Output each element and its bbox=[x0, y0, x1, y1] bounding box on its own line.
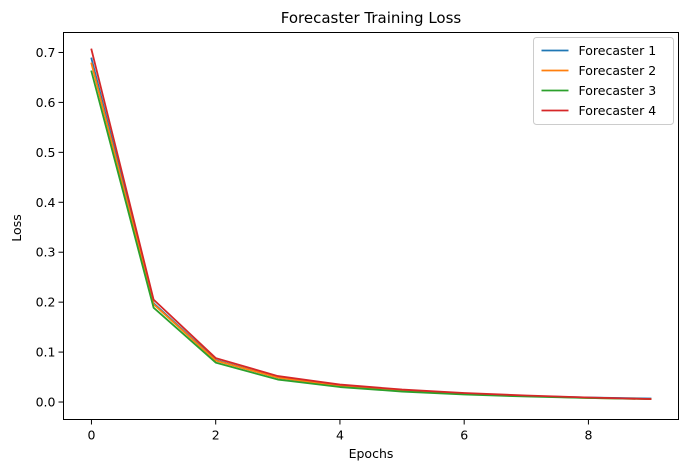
y-tick-label: 0.2 bbox=[36, 295, 56, 310]
legend-box bbox=[533, 37, 674, 125]
x-tick-label: 6 bbox=[460, 428, 468, 443]
legend-label: Forecaster 2 bbox=[579, 63, 657, 78]
y-tick-label: 0.7 bbox=[36, 45, 56, 60]
y-tick-label: 0.5 bbox=[36, 145, 56, 160]
series-group bbox=[90, 48, 652, 400]
y-tick-label: 0.0 bbox=[36, 395, 56, 410]
x-tick-label: 0 bbox=[87, 428, 95, 443]
x-tick-label: 4 bbox=[336, 428, 344, 443]
y-axis-label: Loss bbox=[9, 214, 24, 241]
legend-label: Forecaster 4 bbox=[579, 103, 657, 118]
series-line-forecaster-4 bbox=[90, 48, 652, 400]
x-tick-label: 2 bbox=[212, 428, 220, 443]
y-tick-label: 0.1 bbox=[36, 345, 56, 360]
legend: Forecaster 1 Forecaster 2 Forecaster 3 Fore… bbox=[533, 37, 674, 125]
legend-label: Forecaster 3 bbox=[579, 83, 657, 98]
legend-label: Forecaster 1 bbox=[579, 43, 657, 58]
plot-frame bbox=[63, 32, 679, 420]
x-axis-label: Epochs bbox=[349, 446, 394, 461]
y-tick-label: 0.6 bbox=[36, 95, 56, 110]
y-axis: 0.0 0.1 0.2 0.3 0.4 0.5 0.6 0.7 bbox=[36, 45, 64, 410]
chart-title: Forecaster Training Loss bbox=[281, 9, 462, 27]
x-axis: 0 2 4 6 8 bbox=[87, 419, 592, 443]
y-tick-label: 0.3 bbox=[36, 245, 56, 260]
y-tick-label: 0.4 bbox=[36, 195, 56, 210]
x-tick-label: 8 bbox=[584, 428, 592, 443]
